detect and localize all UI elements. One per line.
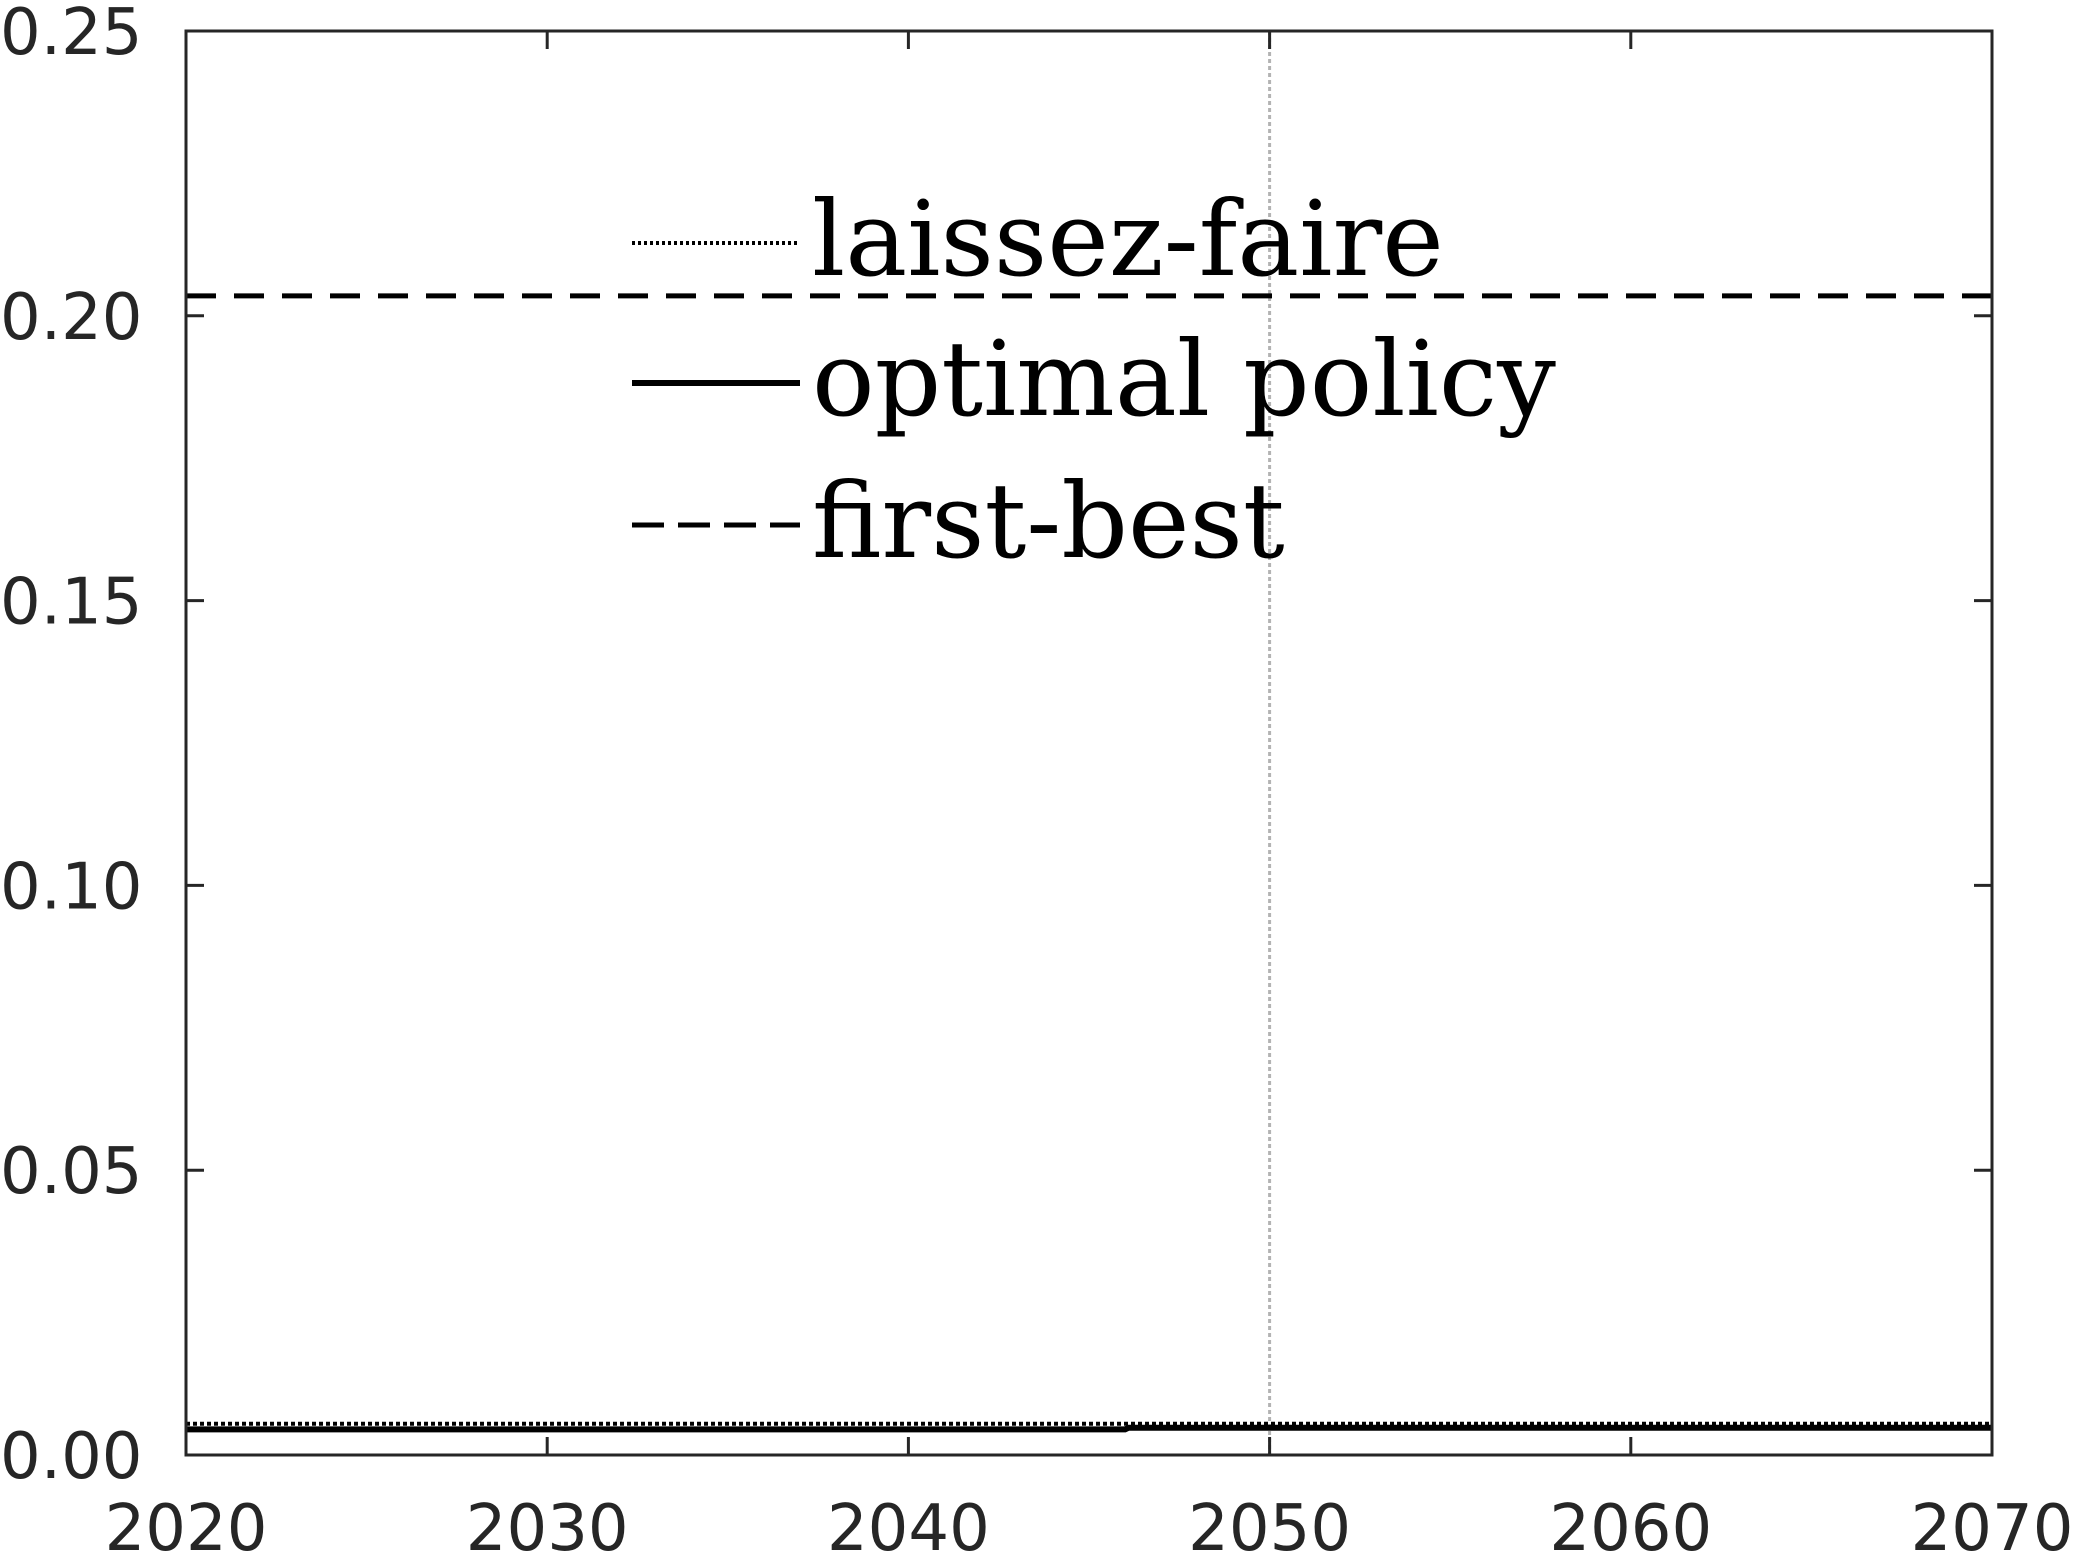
y-tick-label: 0.15 [0, 566, 143, 640]
legend-label: first-best [812, 460, 1285, 582]
x-tick-label: 2030 [466, 1492, 629, 1554]
x-tick-label: 2060 [1549, 1492, 1712, 1554]
x-tick-label: 2040 [827, 1492, 990, 1554]
legend-label: optimal policy [812, 318, 1556, 440]
y-tick-label: 0.20 [0, 281, 143, 355]
x-tick-label: 2070 [1911, 1492, 2074, 1554]
y-tick-label: 0.25 [0, 0, 143, 70]
axes-frame [184, 29, 1994, 1457]
series-line-optimal-policy [186, 1424, 1992, 1433]
y-tick-label: 0.05 [0, 1135, 143, 1209]
x-tick-label: 2020 [105, 1492, 268, 1554]
x-tick-label: 2050 [1188, 1492, 1351, 1554]
y-tick-label: 0.00 [0, 1420, 143, 1494]
plot-area [186, 31, 1992, 1455]
legend-label: laissez-faire [812, 178, 1444, 300]
series-layer [186, 293, 1992, 1433]
legend: laissez-faire optimal policy first-best [632, 178, 1556, 582]
y-tick-label: 0.10 [0, 850, 143, 924]
